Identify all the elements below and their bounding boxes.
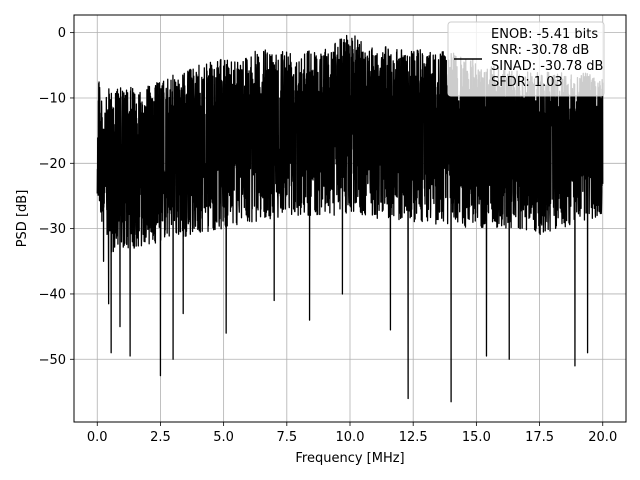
x-tick-label: 0.0	[87, 430, 108, 445]
x-axis-label: Frequency [MHz]	[295, 451, 404, 466]
legend-label-line: SNR: -30.78 dB	[491, 43, 589, 58]
y-tick-label: −40	[39, 287, 66, 302]
legend: ENOB: -5.41 bits SNR: -30.78 dB SINAD: -30…	[447, 21, 605, 97]
y-tick-label: −20	[39, 157, 66, 172]
legend-label-line: SINAD: -30.78 dB	[491, 59, 603, 74]
psd-trace	[96, 34, 604, 403]
x-tick-label: 2.5	[150, 430, 171, 445]
x-tick-label: 15.0	[462, 430, 491, 445]
x-tick-label: 10.0	[336, 430, 365, 445]
x-tick-label: 7.5	[276, 430, 297, 445]
legend-label: ENOB: -5.41 bits SNR: -30.78 dB SINAD: -30…	[491, 27, 603, 90]
y-tick-label: −30	[39, 222, 66, 237]
x-axis: 0.0 2.5 5.0 7.5 10.0 12.5 15.0 17.5 20.0	[87, 422, 617, 445]
x-tick-label: 12.5	[399, 430, 428, 445]
y-axis: 0 −10 −20 −30 −40 −50	[39, 26, 74, 368]
y-tick-label: −50	[39, 353, 66, 368]
y-axis-label: PSD [dB]	[15, 190, 30, 248]
x-tick-label: 17.5	[525, 430, 554, 445]
legend-label-line: SFDR: 1.03	[491, 75, 563, 90]
x-tick-label: 20.0	[588, 430, 617, 445]
psd-series-line	[96, 34, 604, 403]
x-tick-label: 5.0	[213, 430, 234, 445]
legend-label-line: ENOB: -5.41 bits	[491, 27, 598, 42]
y-tick-label: −10	[39, 91, 66, 106]
y-tick-label: 0	[58, 26, 66, 41]
legend-box	[447, 21, 605, 97]
